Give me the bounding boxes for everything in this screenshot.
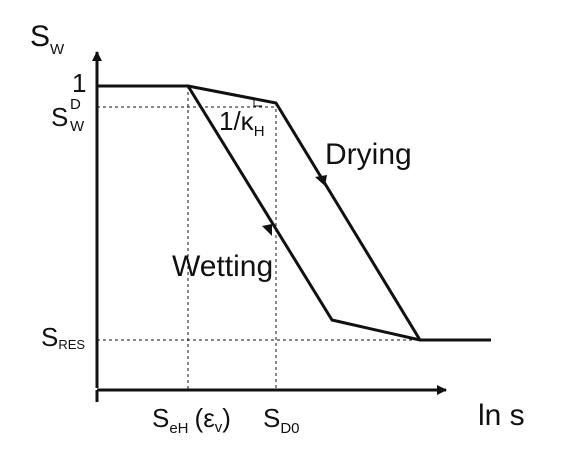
x-axis-label: ln s: [478, 399, 525, 432]
x-tick-s-d0: SD0: [263, 403, 300, 437]
drying-direction-arrow: [315, 175, 327, 186]
y-tick-sw-d: S: [51, 102, 68, 132]
drying-curve: [97, 84, 491, 342]
slope-label: 1/κH: [219, 106, 265, 140]
drying-label: Drying: [325, 138, 412, 171]
wetting-curve: [186, 85, 421, 342]
wetting-label: Wetting: [172, 250, 273, 283]
wetting-direction-arrow: [262, 224, 272, 236]
y-tick-s-res: SRES: [41, 322, 85, 352]
y-tick-one: 1: [72, 68, 86, 98]
y-tick-sw-d-superscript: D: [70, 96, 81, 113]
x-tick-s-eh: SeH (εv): [152, 403, 231, 437]
slope-marker: [253, 99, 262, 107]
y-axis-label: SW: [30, 20, 65, 58]
y-tick-sw-d-subscript: W: [70, 118, 85, 135]
